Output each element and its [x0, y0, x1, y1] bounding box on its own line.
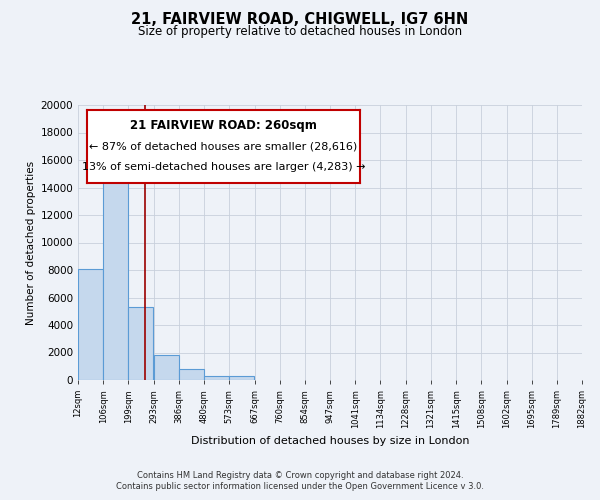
Bar — [78, 268, 103, 380]
Y-axis label: Number of detached properties: Number of detached properties — [26, 160, 36, 324]
Text: ← 87% of detached houses are smaller (28,616): ← 87% of detached houses are smaller (28… — [89, 141, 358, 151]
Text: 13% of semi-detached houses are larger (4,283) →: 13% of semi-detached houses are larger (… — [82, 162, 365, 172]
Text: Size of property relative to detached houses in London: Size of property relative to detached ho… — [138, 25, 462, 38]
Text: Contains public sector information licensed under the Open Government Licence v : Contains public sector information licen… — [116, 482, 484, 491]
Bar — [204, 376, 229, 380]
Bar — [154, 355, 179, 380]
X-axis label: Distribution of detached houses by size in London: Distribution of detached houses by size … — [191, 436, 469, 446]
Bar — [128, 307, 154, 380]
Text: Contains HM Land Registry data © Crown copyright and database right 2024.: Contains HM Land Registry data © Crown c… — [137, 471, 463, 480]
Text: 21 FAIRVIEW ROAD: 260sqm: 21 FAIRVIEW ROAD: 260sqm — [130, 120, 317, 132]
Text: 21, FAIRVIEW ROAD, CHIGWELL, IG7 6HN: 21, FAIRVIEW ROAD, CHIGWELL, IG7 6HN — [131, 12, 469, 28]
Bar — [179, 369, 204, 380]
Bar — [103, 153, 128, 380]
Bar — [229, 376, 254, 380]
